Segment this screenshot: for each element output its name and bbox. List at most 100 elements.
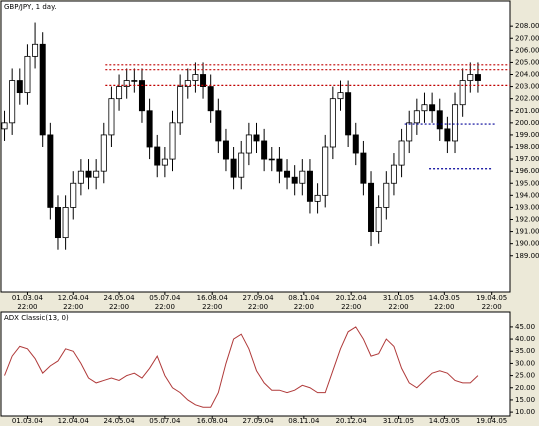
y-tick-label: 205.00 <box>515 58 539 66</box>
candle-body <box>314 194 321 202</box>
candle-body <box>131 80 138 82</box>
candle-body <box>337 92 344 100</box>
candle-body <box>85 170 92 178</box>
x-tick-label: 24.05.04 22:00 <box>103 294 135 311</box>
y-tick-label: 40.00 <box>515 335 535 343</box>
candle-body <box>70 182 77 208</box>
x-tick-label: 05.07.04 22:00 <box>149 294 181 311</box>
candle-body <box>291 176 298 184</box>
y-tick-label: 194.00 <box>515 191 539 199</box>
y-tick-label: 10.00 <box>515 408 535 416</box>
candle-body <box>284 170 291 178</box>
candle-body <box>177 86 184 124</box>
candle-body <box>345 92 352 136</box>
candle-body <box>116 86 123 100</box>
y-tick-label: 201.00 <box>515 107 539 115</box>
x-tick-label: 14.03.05 22:00 <box>429 294 460 311</box>
candle-body <box>154 146 161 166</box>
candle-body <box>230 158 237 178</box>
y-tick-label: 20.00 <box>515 384 535 392</box>
candle-body <box>306 170 313 202</box>
x-tick-label: 12.04.04 <box>58 417 90 425</box>
x-tick-label: 01.03.04 <box>12 417 44 425</box>
y-tick-label: 198.00 <box>515 143 539 151</box>
x-tick-label: 20.12.04 22:00 <box>336 294 368 311</box>
candle-body <box>108 98 115 136</box>
candle-body <box>222 140 229 160</box>
price-panel <box>0 0 511 293</box>
candle-body <box>276 158 283 172</box>
candle-body <box>253 134 260 142</box>
candle-body <box>268 158 275 161</box>
candle-body <box>299 170 306 184</box>
candle-body <box>390 164 397 184</box>
x-tick-label: 19.04.05 <box>476 417 507 425</box>
candle-body <box>146 110 153 148</box>
candle-body <box>169 122 176 160</box>
x-tick-label: 27.09.04 <box>242 417 274 425</box>
candle-body <box>368 182 375 232</box>
x-tick-label: 19.04.05 22:00 <box>476 294 507 311</box>
candle-body <box>62 207 69 239</box>
y-tick-label: 25.00 <box>515 372 535 380</box>
chart-title: GBP/JPY, 1 day. <box>4 3 56 11</box>
candle-body <box>24 55 31 94</box>
y-tick-label: 196.00 <box>515 167 539 175</box>
candle-body <box>413 110 420 124</box>
candle-body <box>360 152 367 184</box>
candle-body <box>322 146 329 196</box>
candle-body <box>352 134 359 154</box>
candle-body <box>474 74 481 81</box>
candle-body <box>261 140 268 160</box>
y-tick-label: 200.00 <box>515 119 539 127</box>
y-tick-label: 191.00 <box>515 228 539 236</box>
candle-body <box>444 128 451 142</box>
x-tick-label: 20.12.04 <box>336 417 368 425</box>
candle-body <box>459 80 466 106</box>
candle-body <box>16 80 23 94</box>
candle-body <box>207 86 214 112</box>
indicator-panel <box>0 311 511 417</box>
candle-body <box>429 104 436 112</box>
candle-body <box>452 104 459 142</box>
x-tick-label: 08.11.04 22:00 <box>288 294 320 311</box>
candle-body <box>238 152 245 178</box>
y-tick-label: 190.00 <box>515 240 539 248</box>
candle-body <box>398 140 405 166</box>
x-tick-label: 05.07.04 <box>149 417 181 425</box>
candle-body <box>192 74 199 81</box>
candle-body <box>184 80 191 87</box>
indicator-line <box>4 326 479 408</box>
y-tick-label: 207.00 <box>515 34 539 42</box>
candle-body <box>54 207 61 239</box>
candle-body <box>406 122 413 142</box>
y-tick-label: 204.00 <box>515 71 539 79</box>
candle-body <box>161 158 168 166</box>
candle-body <box>93 170 100 178</box>
y-tick-label: 199.00 <box>515 131 539 139</box>
y-tick-label: 15.00 <box>515 396 535 404</box>
x-tick-label: 14.03.05 <box>429 417 460 425</box>
y-tick-label: 45.00 <box>515 323 535 331</box>
x-tick-label: 31.01.05 22:00 <box>383 294 414 311</box>
y-tick-label: 206.00 <box>515 46 539 54</box>
candle-body <box>467 74 474 81</box>
y-tick-label: 189.00 <box>515 252 539 260</box>
y-tick-label: 192.00 <box>515 216 539 224</box>
x-tick-label: 16.08.04 22:00 <box>197 294 229 311</box>
x-tick-label: 12.04.04 22:00 <box>58 294 90 311</box>
candle-body <box>77 170 84 184</box>
y-tick-label: 35.00 <box>515 347 535 355</box>
candle-body <box>123 80 130 87</box>
candle-body <box>215 110 222 142</box>
candle-body <box>436 110 443 130</box>
candle-body <box>375 207 382 232</box>
y-tick-label: 30.00 <box>515 359 535 367</box>
x-tick-label: 24.05.04 <box>103 417 135 425</box>
y-tick-label: 203.00 <box>515 83 539 91</box>
candle-body <box>200 74 207 87</box>
candle-body <box>39 43 46 136</box>
candle-body <box>9 80 16 124</box>
indicator-title: ADX Classic(13, 0) <box>4 314 69 322</box>
